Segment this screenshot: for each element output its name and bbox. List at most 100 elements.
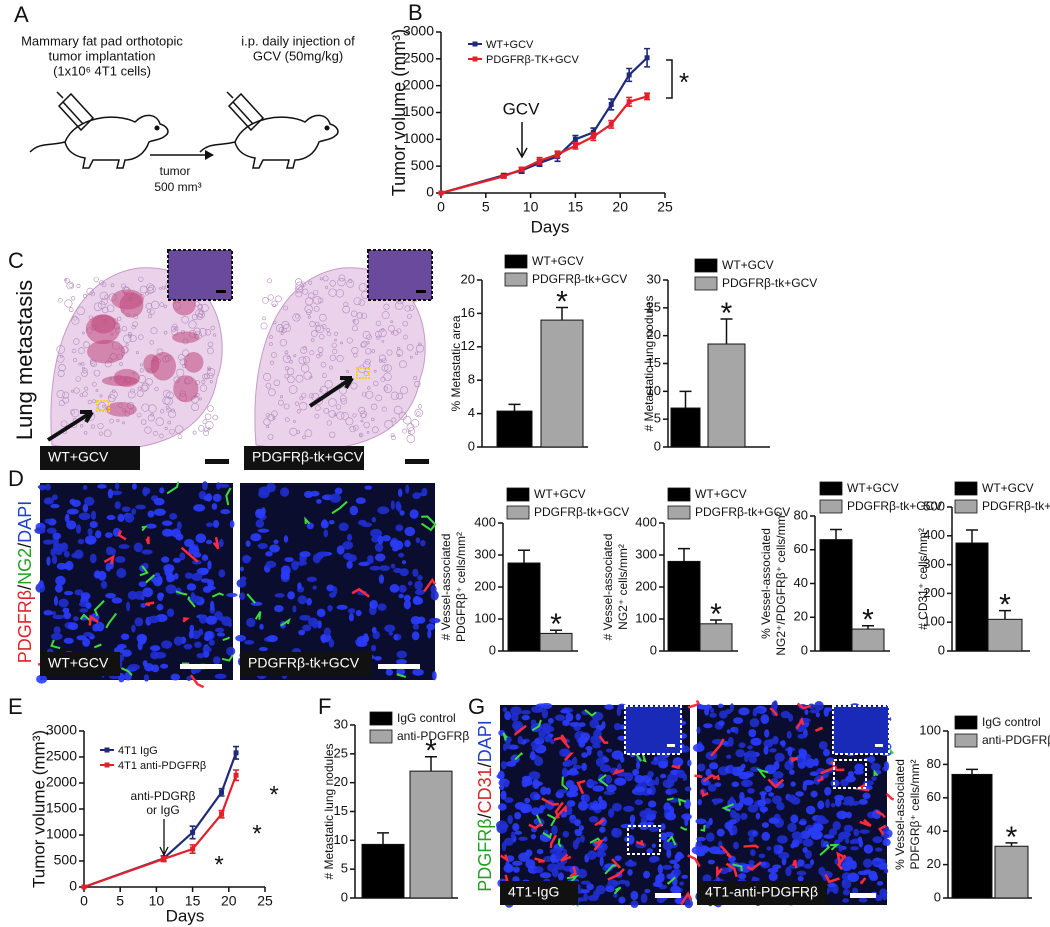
- red-signal: [769, 707, 779, 717]
- nucleus: [576, 868, 588, 879]
- red-signal: [564, 752, 575, 762]
- alveolus: [326, 331, 332, 337]
- alveolus: [308, 280, 313, 285]
- nucleus: [163, 564, 175, 573]
- nucleus: [599, 856, 604, 867]
- significance-star: *: [425, 735, 437, 768]
- alveolus: [178, 354, 185, 361]
- nucleus: [226, 646, 236, 656]
- nucleus: [513, 866, 520, 873]
- alveolus: [62, 396, 70, 404]
- nucleus: [216, 482, 221, 490]
- legend-swatch: [667, 505, 691, 520]
- nucleus: [308, 617, 319, 627]
- alveolus: [172, 323, 178, 329]
- alveolus: [393, 405, 403, 415]
- metastasis: [105, 401, 137, 417]
- red-signal: [743, 844, 760, 849]
- alveolus: [308, 292, 315, 299]
- nucleus: [44, 483, 51, 491]
- red-signal: [541, 797, 559, 806]
- nucleus: [713, 798, 723, 804]
- nucleus: [326, 584, 335, 592]
- stain-label-part: /: [15, 585, 35, 590]
- alveolus: [416, 411, 421, 416]
- error-bar: [966, 529, 978, 543]
- alveolus: [318, 352, 323, 357]
- y-tick-label: 0: [801, 642, 808, 657]
- alveolus: [299, 402, 308, 411]
- nucleus: [503, 780, 510, 788]
- nucleus: [259, 623, 264, 630]
- nucleus: [742, 797, 754, 806]
- nucleus: [175, 533, 184, 541]
- nucleus: [745, 750, 757, 758]
- nucleus: [104, 532, 113, 538]
- alveolus: [181, 315, 189, 324]
- nucleus: [714, 782, 722, 787]
- y-tick-label: 500: [411, 157, 435, 173]
- alveolus: [127, 390, 136, 399]
- nucleus: [212, 520, 220, 528]
- y-axis-label: Tumor volume (mm³): [389, 29, 409, 196]
- nucleus: [838, 844, 843, 852]
- nucleus: [772, 795, 783, 805]
- nucleus: [747, 745, 753, 750]
- data-point: [572, 136, 578, 142]
- alveolus: [95, 389, 99, 393]
- green-signal: [175, 590, 188, 596]
- green-signal: [246, 593, 256, 604]
- nucleus: [120, 633, 130, 640]
- nucleus: [389, 584, 400, 593]
- alveolus: [280, 332, 284, 336]
- mouse-eye: [154, 125, 160, 131]
- legend-swatch: [694, 276, 718, 291]
- nucleus: [596, 750, 604, 758]
- alveolus: [197, 310, 206, 319]
- alveolus: [90, 424, 95, 429]
- nucleus: [554, 714, 566, 721]
- nucleus: [105, 546, 114, 556]
- nucleus: [299, 551, 311, 558]
- data-point: [554, 151, 560, 157]
- alveolus: [284, 417, 290, 423]
- nucleus: [842, 889, 851, 896]
- nucleus: [504, 797, 514, 803]
- nucleus: [611, 803, 622, 812]
- y-axis-label: # Vessel-associated: [601, 534, 615, 641]
- nucleus: [274, 593, 285, 598]
- nucleus: [817, 800, 825, 810]
- legend-label: PDGFRβ-tk+GCV: [532, 272, 627, 286]
- nucleus: [524, 797, 531, 804]
- nucleus: [82, 637, 91, 647]
- nucleus: [169, 513, 178, 520]
- green-signal: [666, 835, 677, 846]
- nucleus: [814, 701, 824, 711]
- nucleus: [733, 717, 744, 724]
- nucleus: [750, 737, 762, 746]
- nucleus: [768, 792, 775, 797]
- scale-bar: [180, 664, 222, 669]
- error-bar: [550, 629, 562, 634]
- nucleus: [841, 812, 848, 818]
- alveolus: [398, 411, 407, 421]
- y-tick-label: 4: [468, 405, 475, 420]
- syringe: [56, 91, 95, 132]
- nucleus: [504, 711, 512, 721]
- error-bar: [862, 624, 874, 630]
- data-point: [590, 134, 596, 140]
- nucleus: [530, 719, 537, 726]
- nucleus: [346, 533, 353, 542]
- alveolus: [390, 320, 394, 324]
- alveolus: [141, 403, 150, 412]
- alveolus: [295, 290, 303, 298]
- green-signal: [829, 843, 840, 851]
- error-bar: [710, 619, 722, 624]
- annotation: or IgG: [146, 803, 179, 817]
- nucleus: [666, 848, 672, 859]
- alveolus: [295, 374, 304, 383]
- alveolus: [376, 335, 381, 340]
- nucleus: [205, 539, 213, 545]
- legend-label: PDGFRβ-tk+GCV: [982, 499, 1050, 513]
